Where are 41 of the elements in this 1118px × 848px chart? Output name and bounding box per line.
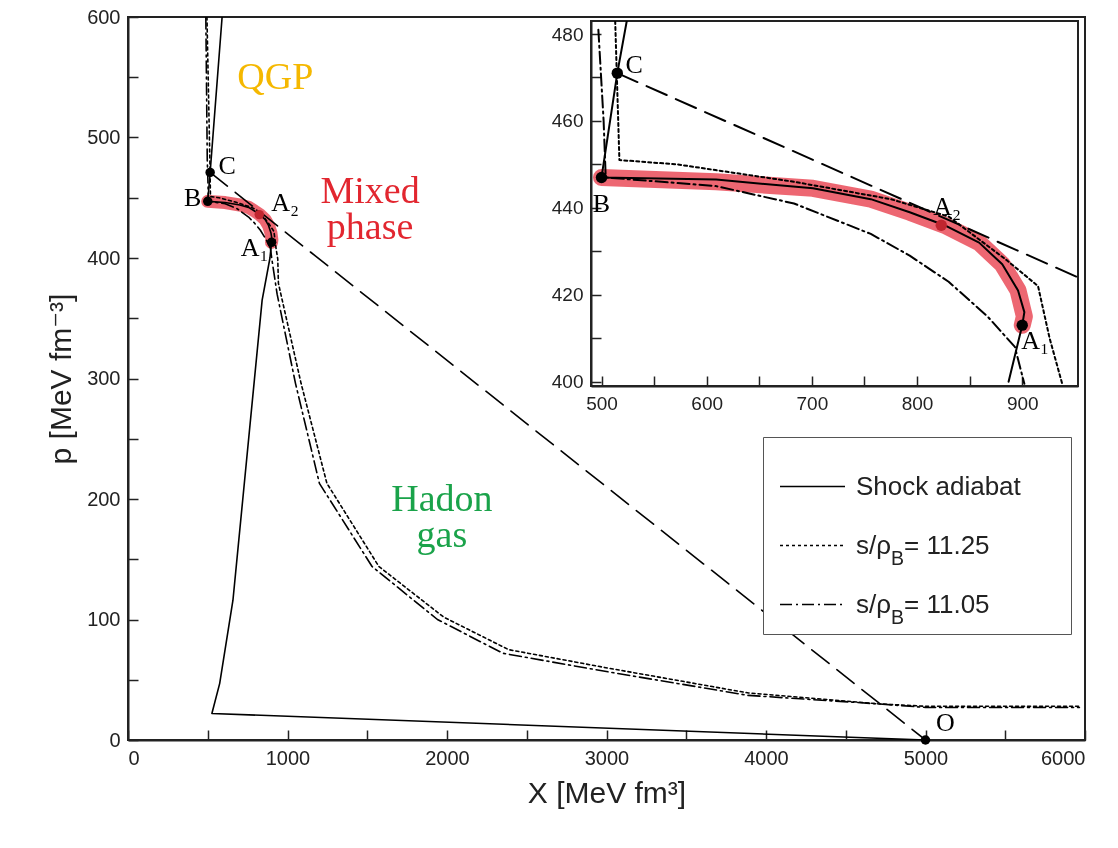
annotation: A₂	[271, 187, 300, 217]
x-axis-title: X [MeV fm³]	[527, 775, 687, 809]
y-tick-label: 400	[87, 246, 121, 269]
annotation: B	[592, 189, 611, 219]
annotation: Mixed phase	[320, 168, 420, 248]
x-tick-label: 0	[128, 746, 140, 769]
y-tick-label: 600	[87, 5, 121, 28]
annotation: B	[184, 183, 202, 213]
y-tick-label: 100	[87, 608, 121, 630]
legend-label: s/ρ$_{B}$= 11.25	[856, 529, 990, 569]
x-tick-label: 6000	[1041, 746, 1086, 769]
x-tick-label: 2000	[425, 746, 470, 769]
annotation: A₁	[1021, 326, 1050, 356]
x-tick-label: 600	[691, 392, 724, 414]
y-tick-label: 500	[87, 126, 121, 148]
x-tick-label: 4000	[744, 746, 789, 769]
y-tick-label: 440	[551, 197, 584, 219]
y-tick-label: 0	[109, 728, 121, 751]
y-axis-title: p [MeV fm⁻³]	[44, 293, 78, 465]
annotation: C	[625, 50, 643, 80]
x-tick-label: 1000	[265, 746, 311, 769]
annotation: Hadon gas	[391, 476, 493, 556]
x-tick-label: 500	[586, 392, 618, 414]
annotation: A₂	[933, 192, 962, 222]
y-tick-label: 200	[87, 487, 121, 510]
x-tick-label: 5000	[903, 746, 949, 769]
x-tick-label: 3000	[584, 746, 630, 769]
annotation: A₁	[240, 233, 269, 263]
annotation: QGP	[237, 54, 314, 97]
x-tick-label: 700	[796, 392, 829, 414]
y-tick-label: 460	[551, 110, 584, 132]
y-tick-label: 420	[551, 284, 584, 306]
y-tick-label: 480	[551, 23, 584, 45]
y-tick-label: 400	[551, 371, 584, 393]
annotation: C	[218, 151, 236, 181]
legend-label: s/ρ$_{B}$= 11.05	[856, 588, 990, 628]
legend-label: Shock adiabat	[856, 470, 1022, 501]
x-tick-label: 900	[1006, 392, 1039, 414]
x-tick-label: 800	[901, 392, 934, 414]
y-tick-label: 300	[87, 367, 121, 389]
annotation: O	[936, 708, 955, 737]
